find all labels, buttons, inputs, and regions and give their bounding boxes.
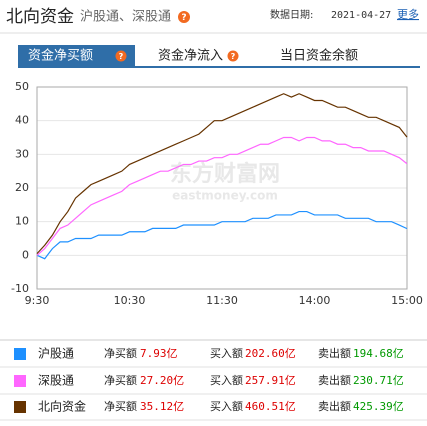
y-tick-label: 10: [15, 215, 29, 228]
y-tick-label: 20: [15, 181, 29, 194]
y-tick-label: 30: [15, 147, 29, 160]
plot-border: [36, 86, 408, 290]
help-icon-text: ?: [231, 52, 236, 61]
help-icon[interactable]: [227, 50, 239, 62]
summary-label: 卖出额: [318, 373, 351, 387]
y-tick-label: 40: [15, 114, 29, 127]
series-line: [36, 136, 408, 256]
legend-name: 北向资金: [38, 399, 86, 414]
legend-name: 深股通: [38, 374, 74, 388]
help-icon[interactable]: [178, 11, 190, 23]
x-tick-label: 14:00: [299, 294, 331, 307]
date-label: 数据日期:: [270, 8, 313, 21]
legend-swatch: [14, 401, 26, 413]
tab[interactable]: 资金净流入: [158, 48, 223, 64]
summary-label: 卖出额: [318, 346, 351, 360]
summary-label: 卖出额: [318, 399, 351, 413]
help-icon-text: ?: [119, 52, 124, 61]
x-tick-label: 9:30: [25, 294, 50, 307]
summary-label: 净买额: [104, 399, 137, 413]
summary-label: 买入额: [210, 347, 243, 360]
help-icon[interactable]: [115, 50, 127, 62]
summary-value: 257.91亿: [245, 374, 296, 387]
tab[interactable]: 资金净买额: [28, 48, 93, 64]
more-link[interactable]: 更多: [397, 7, 419, 21]
active-tab[interactable]: [18, 45, 135, 67]
summary-value: 230.71亿: [353, 374, 404, 387]
summary-label: 净买额: [104, 346, 137, 360]
legend-swatch: [14, 348, 26, 360]
x-tick-label: 11:30: [206, 294, 238, 307]
summary-value: 27.20亿: [140, 374, 184, 387]
summary-label: 买入额: [210, 374, 243, 387]
series-line: [36, 210, 408, 260]
y-tick-label: 50: [15, 80, 29, 93]
series-line: [36, 93, 408, 255]
y-tick-label: 0: [22, 248, 29, 261]
subtitle: 沪股通、深股通: [80, 9, 171, 25]
x-tick-label: 10:30: [114, 294, 146, 307]
legend-name: 沪股通: [38, 347, 74, 361]
summary-value: 202.60亿: [245, 347, 296, 360]
date: 2021-04-27: [331, 10, 391, 21]
tab[interactable]: 当日资金余额: [280, 48, 358, 64]
x-tick-label: 15:00: [391, 294, 423, 307]
legend-swatch: [14, 375, 26, 387]
watermark: 东方财富网: [170, 161, 280, 187]
summary-value: 460.51亿: [245, 400, 296, 413]
help-icon-text: ?: [181, 13, 186, 23]
summary-label: 买入额: [210, 400, 243, 413]
summary-value: 7.93亿: [140, 347, 178, 360]
summary-value: 35.12亿: [140, 400, 184, 413]
title: 北向资金: [6, 7, 74, 27]
y-tick-label: -10: [11, 282, 29, 295]
summary-value: 194.68亿: [353, 347, 404, 360]
watermark: eastmoney.com: [172, 189, 278, 203]
summary-value: 425.39亿: [353, 400, 404, 413]
summary-label: 净买额: [104, 373, 137, 387]
